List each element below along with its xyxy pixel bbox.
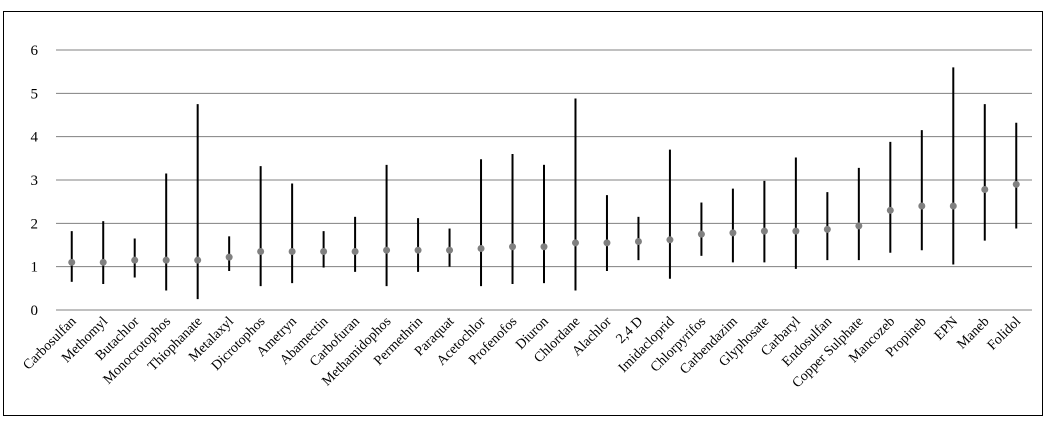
y-tick-label-4: 4 <box>31 130 39 146</box>
data-point-0 <box>68 258 76 266</box>
y-tick-label-3: 3 <box>31 173 39 189</box>
data-point-10 <box>383 246 391 254</box>
data-point-18 <box>634 238 642 246</box>
data-point-30 <box>1012 180 1020 188</box>
data-point-1 <box>99 258 107 266</box>
y-tick-label-2: 2 <box>31 216 39 232</box>
data-point-12 <box>446 246 454 254</box>
data-point-20 <box>697 230 705 238</box>
data-point-21 <box>729 229 737 237</box>
data-point-28 <box>949 202 957 210</box>
data-point-14 <box>509 243 517 251</box>
data-point-15 <box>540 243 548 251</box>
data-point-29 <box>981 186 989 194</box>
y-tick-label-5: 5 <box>31 86 39 102</box>
data-point-26 <box>886 206 894 214</box>
data-point-13 <box>477 244 485 252</box>
data-point-6 <box>257 248 265 255</box>
data-point-7 <box>288 248 296 255</box>
y-tick-label-1: 1 <box>31 260 39 276</box>
data-point-2 <box>131 256 139 264</box>
y-tick-label-6: 6 <box>31 43 39 59</box>
data-point-17 <box>603 239 611 247</box>
data-point-19 <box>666 236 674 244</box>
data-point-27 <box>918 202 926 210</box>
x-tick-label-30: Folidol <box>985 314 1024 353</box>
data-point-11 <box>414 246 422 254</box>
chart-frame: 0 1 2 3 4 5 6 Carbosulfan Methomyl Butachlor Mono… <box>3 11 1043 416</box>
data-point-16 <box>571 239 579 247</box>
data-points <box>68 180 1020 266</box>
chart-svg: 0 1 2 3 4 5 6 CarbosulfanMethomylButachlorMono… <box>21 43 1032 391</box>
y-tick-label-0: 0 <box>31 303 39 319</box>
data-point-23 <box>792 227 800 235</box>
data-point-4 <box>194 256 202 264</box>
data-point-3 <box>162 256 170 264</box>
data-point-24 <box>823 225 831 233</box>
x-tick-label-29: Maneb <box>954 314 992 352</box>
data-point-5 <box>225 253 233 261</box>
data-point-8 <box>320 248 328 255</box>
y-axis-tick-labels: 0 1 2 3 4 5 6 <box>31 43 39 319</box>
data-point-25 <box>855 222 863 230</box>
data-point-22 <box>760 227 768 235</box>
x-axis-category-labels: CarbosulfanMethomylButachlorMonocrotopho… <box>21 314 1025 391</box>
range-lines <box>70 67 1018 300</box>
data-point-9 <box>351 248 359 255</box>
